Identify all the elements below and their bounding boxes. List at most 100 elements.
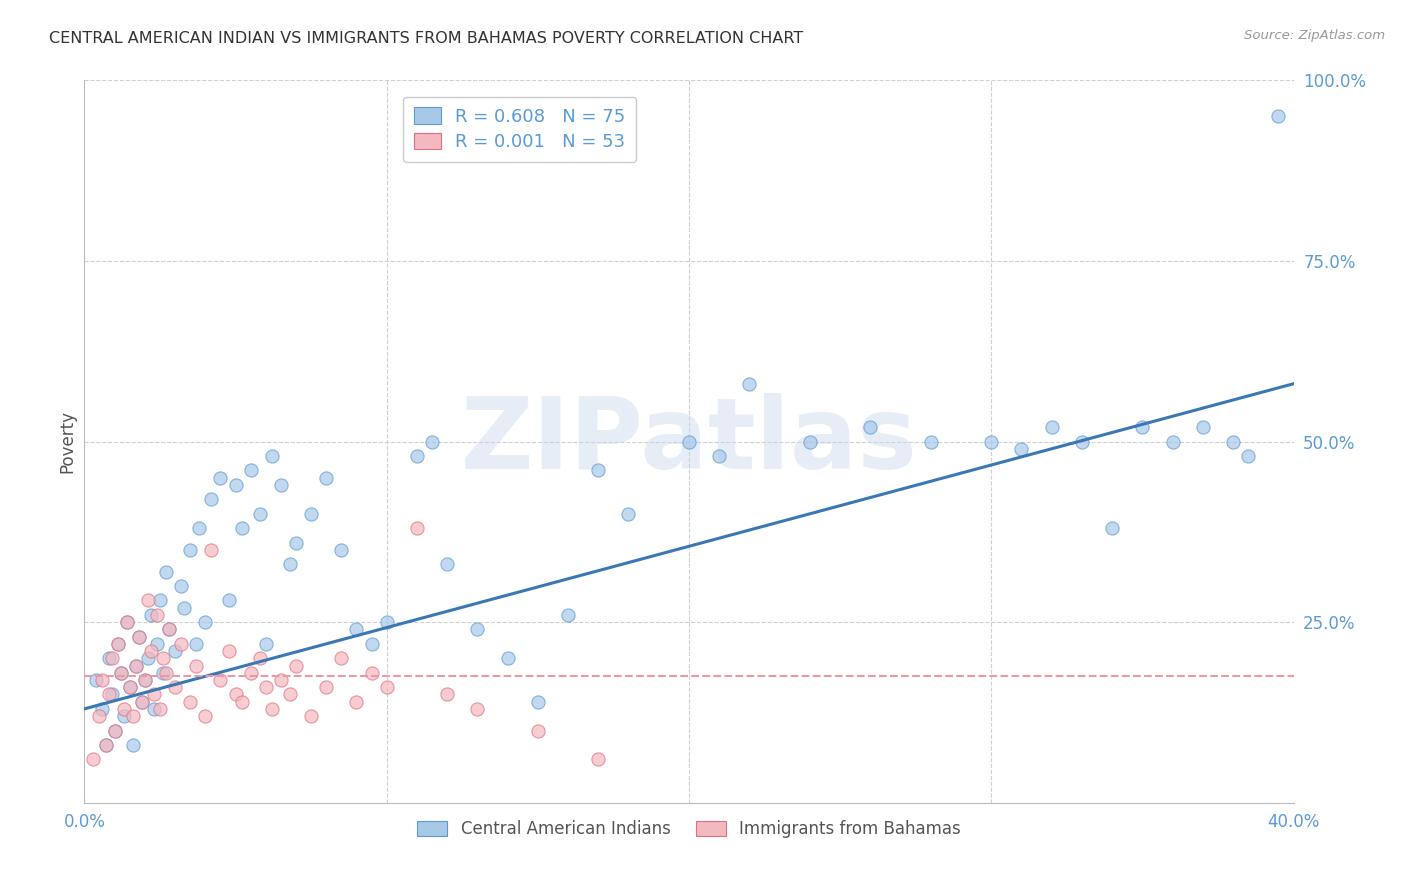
Point: [121, 709, 143, 723]
Point: [1161, 434, 1184, 449]
Point: [107, 637, 129, 651]
Point: [110, 665, 132, 680]
Point: [1101, 521, 1123, 535]
Point: [165, 644, 187, 658]
Point: [1071, 434, 1094, 449]
Point: [149, 593, 172, 607]
Point: [134, 673, 156, 687]
Text: ZIPatlas: ZIPatlas: [461, 393, 917, 490]
Point: [94, 738, 117, 752]
Point: [139, 607, 162, 622]
Point: [557, 607, 579, 622]
Point: [270, 478, 292, 492]
Point: [1130, 420, 1153, 434]
Point: [165, 680, 187, 694]
Point: [617, 507, 640, 521]
Point: [315, 470, 337, 484]
Point: [104, 723, 127, 738]
Point: [330, 542, 353, 557]
Point: [112, 702, 135, 716]
Point: [194, 709, 217, 723]
Point: [406, 521, 429, 535]
Legend: Central American Indians, Immigrants from Bahamas: Central American Indians, Immigrants fro…: [411, 814, 967, 845]
Point: [209, 470, 232, 484]
Point: [360, 637, 382, 651]
Text: CENTRAL AMERICAN INDIAN VS IMMIGRANTS FROM BAHAMAS POVERTY CORRELATION CHART: CENTRAL AMERICAN INDIAN VS IMMIGRANTS FR…: [49, 31, 803, 46]
Point: [121, 738, 143, 752]
Point: [260, 702, 283, 716]
Point: [89, 709, 111, 723]
Point: [209, 673, 232, 687]
Point: [173, 600, 195, 615]
Point: [738, 376, 761, 391]
Point: [920, 434, 942, 449]
Point: [239, 463, 262, 477]
Point: [346, 623, 368, 637]
Point: [91, 702, 114, 716]
Point: [152, 665, 174, 680]
Point: [186, 637, 208, 651]
Point: [315, 680, 337, 694]
Point: [170, 579, 193, 593]
Point: [142, 702, 165, 716]
Point: [107, 637, 129, 651]
Point: [157, 623, 180, 637]
Point: [436, 687, 458, 701]
Point: [128, 630, 150, 644]
Point: [125, 658, 148, 673]
Point: [346, 695, 368, 709]
Point: [179, 542, 201, 557]
Point: [375, 680, 398, 694]
Point: [254, 680, 277, 694]
Point: [100, 687, 122, 701]
Point: [1011, 442, 1033, 456]
Point: [91, 673, 114, 687]
Point: [200, 492, 222, 507]
Point: [179, 695, 201, 709]
Point: [980, 434, 1002, 449]
Point: [118, 680, 141, 694]
Point: [86, 673, 108, 687]
Point: [1222, 434, 1244, 449]
Point: [527, 695, 550, 709]
Point: [249, 507, 271, 521]
Point: [155, 665, 177, 680]
Point: [249, 651, 271, 665]
Point: [115, 615, 138, 630]
Point: [709, 449, 731, 463]
Point: [1040, 420, 1063, 434]
Point: [104, 723, 127, 738]
Point: [299, 507, 322, 521]
Point: [186, 658, 208, 673]
Point: [270, 673, 292, 687]
Point: [330, 651, 353, 665]
Point: [299, 709, 322, 723]
Point: [152, 651, 174, 665]
Point: [142, 687, 165, 701]
Point: [1237, 449, 1260, 463]
Point: [588, 752, 610, 766]
Point: [136, 651, 159, 665]
Point: [218, 593, 240, 607]
Point: [139, 644, 162, 658]
Point: [285, 535, 308, 549]
Point: [406, 449, 429, 463]
Point: [125, 658, 148, 673]
Point: [200, 542, 222, 557]
Point: [285, 658, 308, 673]
Point: [799, 434, 821, 449]
Point: [278, 687, 301, 701]
Point: [110, 665, 132, 680]
Point: [420, 434, 443, 449]
Point: [128, 630, 150, 644]
Point: [97, 651, 120, 665]
Point: [97, 687, 120, 701]
Point: [360, 665, 382, 680]
Point: [239, 665, 262, 680]
Point: [149, 702, 172, 716]
Point: [254, 637, 277, 651]
Point: [467, 702, 489, 716]
Point: [131, 695, 153, 709]
Point: [496, 651, 519, 665]
Point: [1192, 420, 1215, 434]
